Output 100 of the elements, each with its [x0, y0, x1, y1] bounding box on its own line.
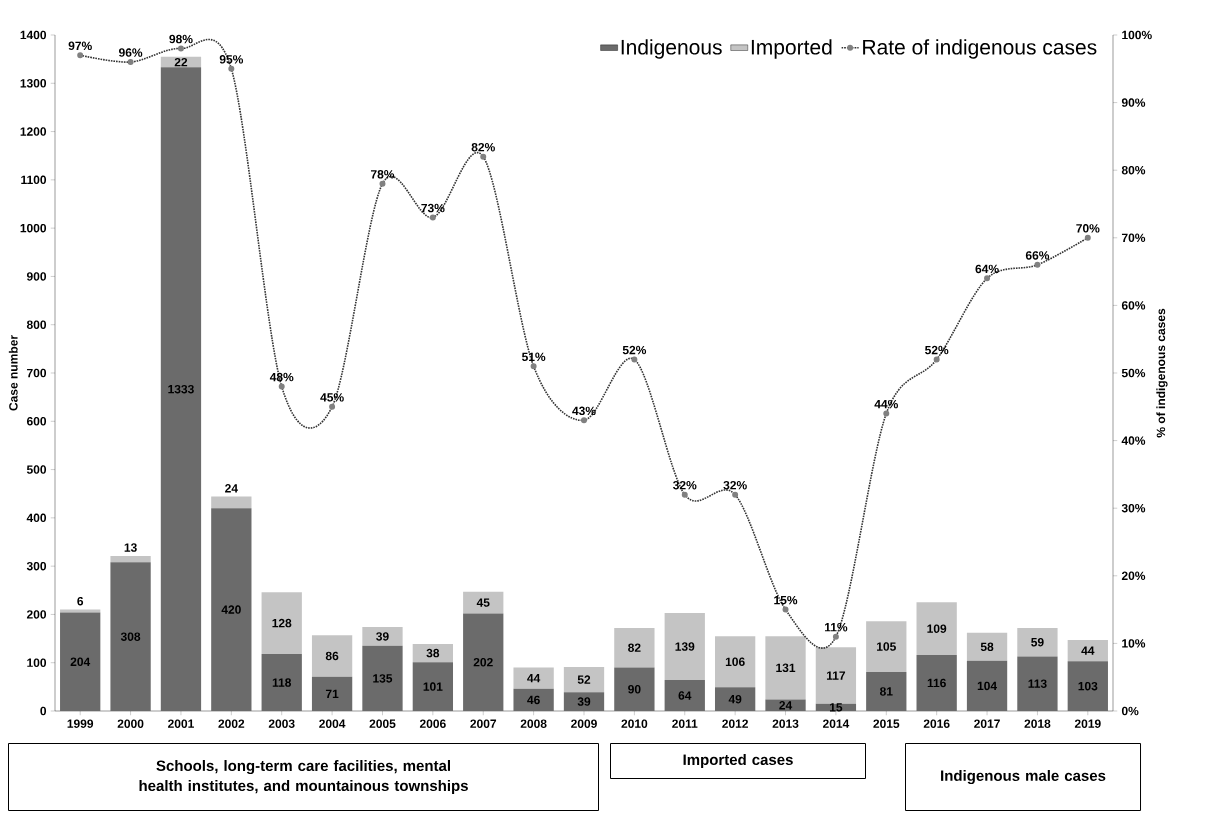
x-tick-label: 2000 — [117, 719, 144, 728]
y2-tick-label: 30% — [1121, 503, 1146, 513]
data-label: 44 — [1081, 646, 1095, 655]
data-label: 420 — [221, 605, 241, 614]
x-tick-label: 2009 — [571, 719, 597, 728]
y-tick-label: 400 — [26, 513, 47, 523]
bar — [563, 667, 605, 693]
data-label: 6 — [77, 596, 84, 606]
data-label: 64 — [678, 691, 692, 700]
data-label: 39 — [376, 632, 389, 641]
bar — [966, 660, 1008, 711]
data-label: 58 — [980, 642, 994, 652]
bar — [815, 647, 857, 704]
data-label: 52% — [622, 345, 647, 355]
bar — [1017, 656, 1058, 711]
bar — [714, 687, 756, 711]
bar — [261, 592, 302, 655]
bar — [412, 662, 454, 711]
data-label: 66% — [1025, 251, 1050, 260]
y2-tick-label: 60% — [1121, 301, 1146, 310]
data-label: 46 — [527, 695, 540, 705]
text: Indigenous male cases — [941, 769, 1106, 785]
bar — [362, 645, 403, 711]
x-tick-label: 2005 — [369, 719, 396, 728]
bar — [211, 508, 252, 711]
x-tick-label: 2010 — [621, 719, 648, 728]
data-label: 135 — [373, 674, 393, 683]
x-tick-label: 2018 — [1024, 719, 1051, 728]
data-label: 22 — [174, 57, 188, 67]
data-label: 11% — [824, 623, 848, 632]
y-tick-label: 200 — [26, 610, 47, 619]
y-tick-label: 1300 — [20, 79, 47, 88]
data-label: 1333 — [168, 384, 194, 394]
bar — [412, 643, 454, 663]
data-label: 45% — [320, 393, 344, 402]
data-label: 118 — [272, 678, 292, 687]
data-label: 38 — [426, 648, 440, 658]
x-tick-label: 2002 — [218, 719, 245, 728]
bar — [110, 562, 151, 711]
bar — [765, 636, 806, 700]
legend-label: Imported — [751, 39, 832, 59]
y-tick-label: 700 — [27, 368, 47, 378]
data-label: 45 — [476, 598, 490, 607]
x-tick-label: 2014 — [822, 719, 850, 728]
data-label: 59 — [1031, 637, 1044, 647]
y2-tick-label: 100% — [1122, 30, 1152, 40]
y-tick-label: 1100 — [21, 175, 47, 185]
y2-tick-label: 20% — [1121, 571, 1146, 581]
y-tick-label: 100 — [27, 658, 47, 667]
data-label: 71 — [325, 689, 339, 698]
x-tick-label: 2006 — [419, 719, 446, 728]
data-label: 96% — [118, 48, 143, 57]
bar — [211, 496, 252, 509]
data-label: 82 — [628, 643, 641, 652]
data-label: 24 — [779, 701, 793, 710]
data-label: 109 — [927, 624, 947, 633]
y2-tick-label: 80% — [1121, 165, 1146, 175]
legend-label: Rate of indigenous cases — [863, 39, 1097, 59]
data-label: 98% — [169, 34, 193, 44]
x-tick-label: 2016 — [923, 719, 950, 728]
bar — [160, 67, 202, 711]
y-tick-label: 900 — [26, 272, 47, 281]
data-label: 48% — [269, 372, 294, 382]
data-label: 86 — [325, 651, 339, 661]
bar — [362, 626, 403, 646]
y2-axis-title: % of indigenous cases — [1156, 308, 1168, 438]
data-label: 116 — [927, 678, 946, 688]
data-label: 49 — [728, 694, 742, 704]
x-tick-label: 2004 — [319, 719, 346, 728]
data-label: 32% — [723, 480, 747, 490]
data-label: 52 — [577, 675, 591, 684]
data-label: 43% — [572, 406, 596, 416]
bar — [563, 692, 605, 711]
bar — [1067, 661, 1108, 711]
data-label: 139 — [675, 642, 695, 651]
data-label: 73% — [421, 203, 445, 213]
x-tick-label: 1999 — [67, 719, 94, 728]
data-label: 24 — [225, 484, 238, 493]
x-tick-label: 2008 — [520, 719, 547, 728]
y2-tick-label: 90% — [1121, 98, 1146, 107]
bar — [463, 591, 504, 614]
bar — [513, 688, 554, 711]
data-label: 70% — [1076, 224, 1100, 233]
data-label: 90 — [628, 685, 641, 694]
data-label: 95% — [219, 55, 244, 64]
bar — [513, 667, 554, 689]
y2-tick-label: 40% — [1121, 436, 1146, 445]
data-label: 39 — [577, 697, 591, 706]
data-label: 51% — [521, 352, 546, 362]
data-label: 103 — [1078, 681, 1098, 691]
bar — [311, 676, 353, 711]
y-tick-label: 500 — [26, 465, 47, 474]
y-tick-label: 600 — [26, 417, 47, 426]
bar — [463, 613, 504, 711]
data-label: 82% — [471, 142, 495, 152]
y2-tick-label: 70% — [1121, 233, 1146, 243]
bar — [1067, 640, 1108, 662]
bar — [311, 635, 353, 677]
bar — [714, 636, 756, 688]
data-label: 13 — [124, 543, 137, 552]
